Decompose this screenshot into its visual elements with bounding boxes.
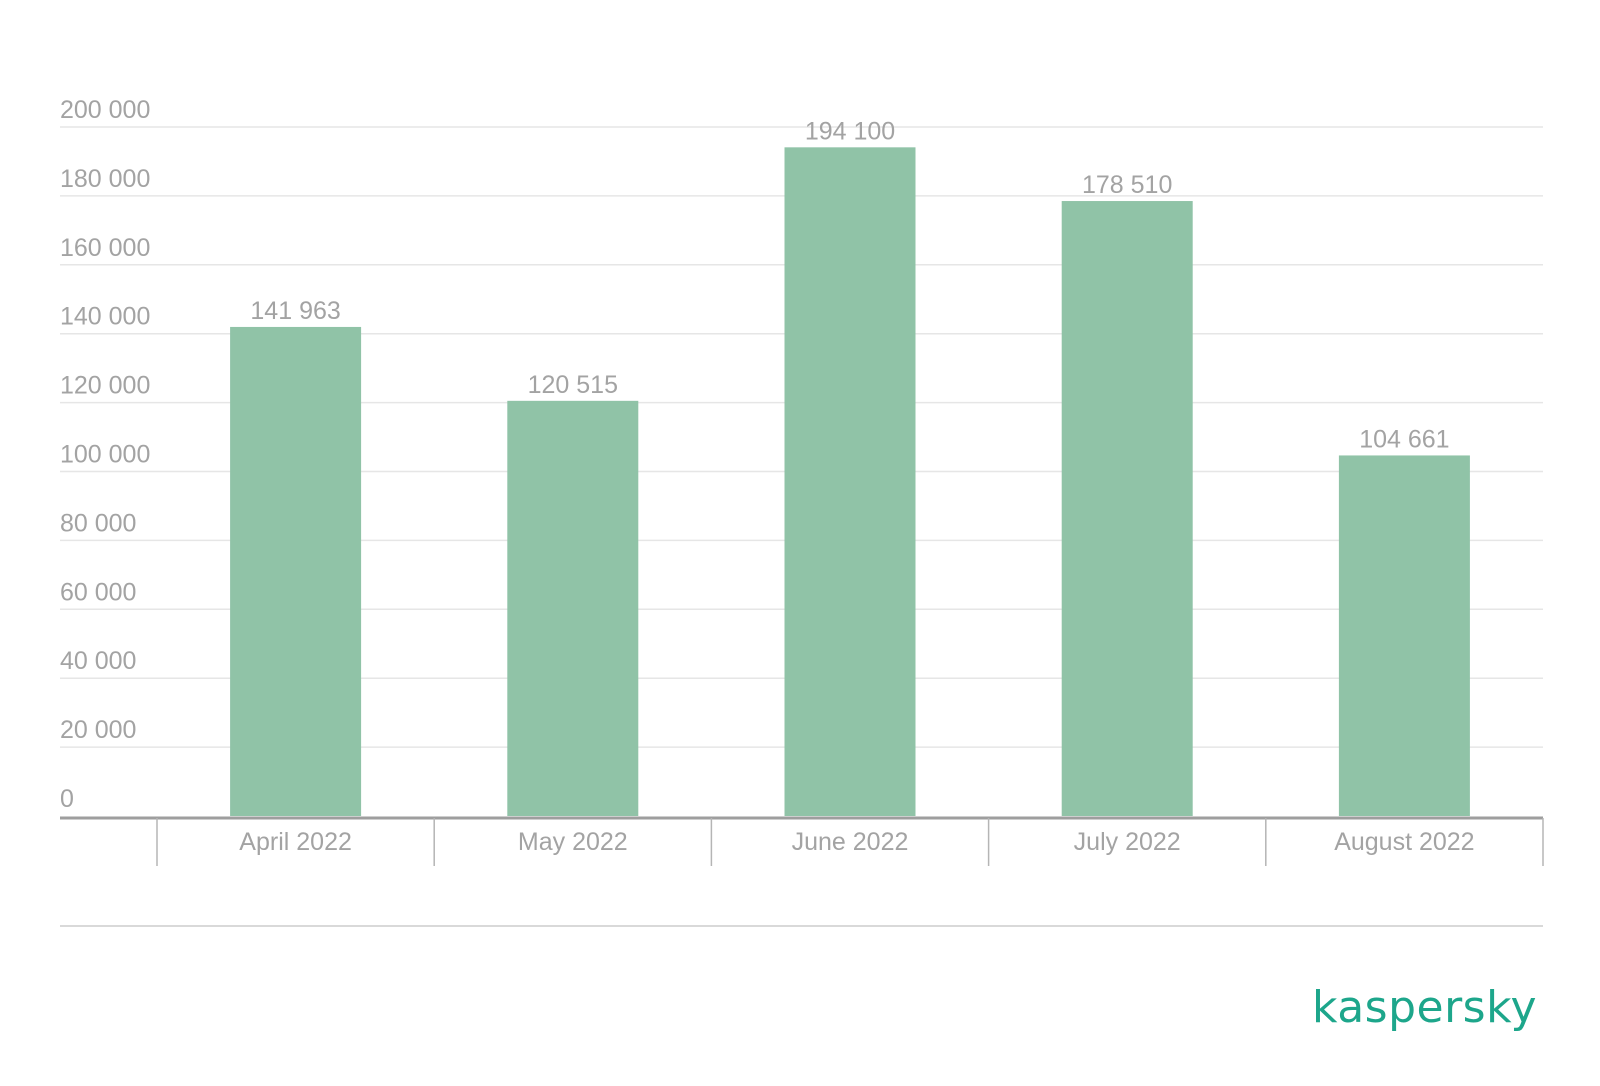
y-tick-label: 20 000 xyxy=(60,716,136,744)
bar xyxy=(784,147,916,816)
y-tick-label: 200 000 xyxy=(60,96,150,124)
y-tick-label: 60 000 xyxy=(60,578,136,606)
bar xyxy=(507,400,639,816)
bar-value-label: 104 661 xyxy=(1359,425,1449,453)
category-separators xyxy=(156,818,1544,866)
y-tick-label: 100 000 xyxy=(60,441,150,469)
x-category-label: June 2022 xyxy=(792,828,909,856)
x-category-label: April 2022 xyxy=(239,828,352,856)
x-category-label: July 2022 xyxy=(1074,828,1181,856)
y-axis-tick-labels: 0 20 000 40 000 60 000 80 000 100 000 120 000 1… xyxy=(60,96,150,813)
bar-value-label: 194 100 xyxy=(805,117,895,145)
y-tick-label: 0 xyxy=(60,785,74,813)
bar xyxy=(230,326,362,816)
bar-value-label: 120 515 xyxy=(528,371,618,399)
y-tick-label: 40 000 xyxy=(60,647,136,675)
x-category-label: August 2022 xyxy=(1334,828,1474,856)
y-tick-label: 160 000 xyxy=(60,234,150,262)
bars xyxy=(230,147,1470,816)
kaspersky-logo: kaspersky xyxy=(1312,982,1538,1033)
bar-value-label: 141 963 xyxy=(250,297,340,325)
y-tick-label: 140 000 xyxy=(60,303,150,331)
bar-value-label: 178 510 xyxy=(1082,171,1172,199)
y-tick-label: 80 000 xyxy=(60,509,136,537)
y-tick-label: 180 000 xyxy=(60,165,150,193)
bar-value-labels: 141 963 120 515 194 100 178 510 104 661 xyxy=(250,117,1449,453)
x-axis-category-labels: April 2022 May 2022 June 2022 July 2022 Augu… xyxy=(239,828,1474,856)
bar xyxy=(1338,455,1470,816)
x-category-label: May 2022 xyxy=(518,828,628,856)
bar xyxy=(1061,201,1193,816)
y-tick-label: 120 000 xyxy=(60,372,150,400)
